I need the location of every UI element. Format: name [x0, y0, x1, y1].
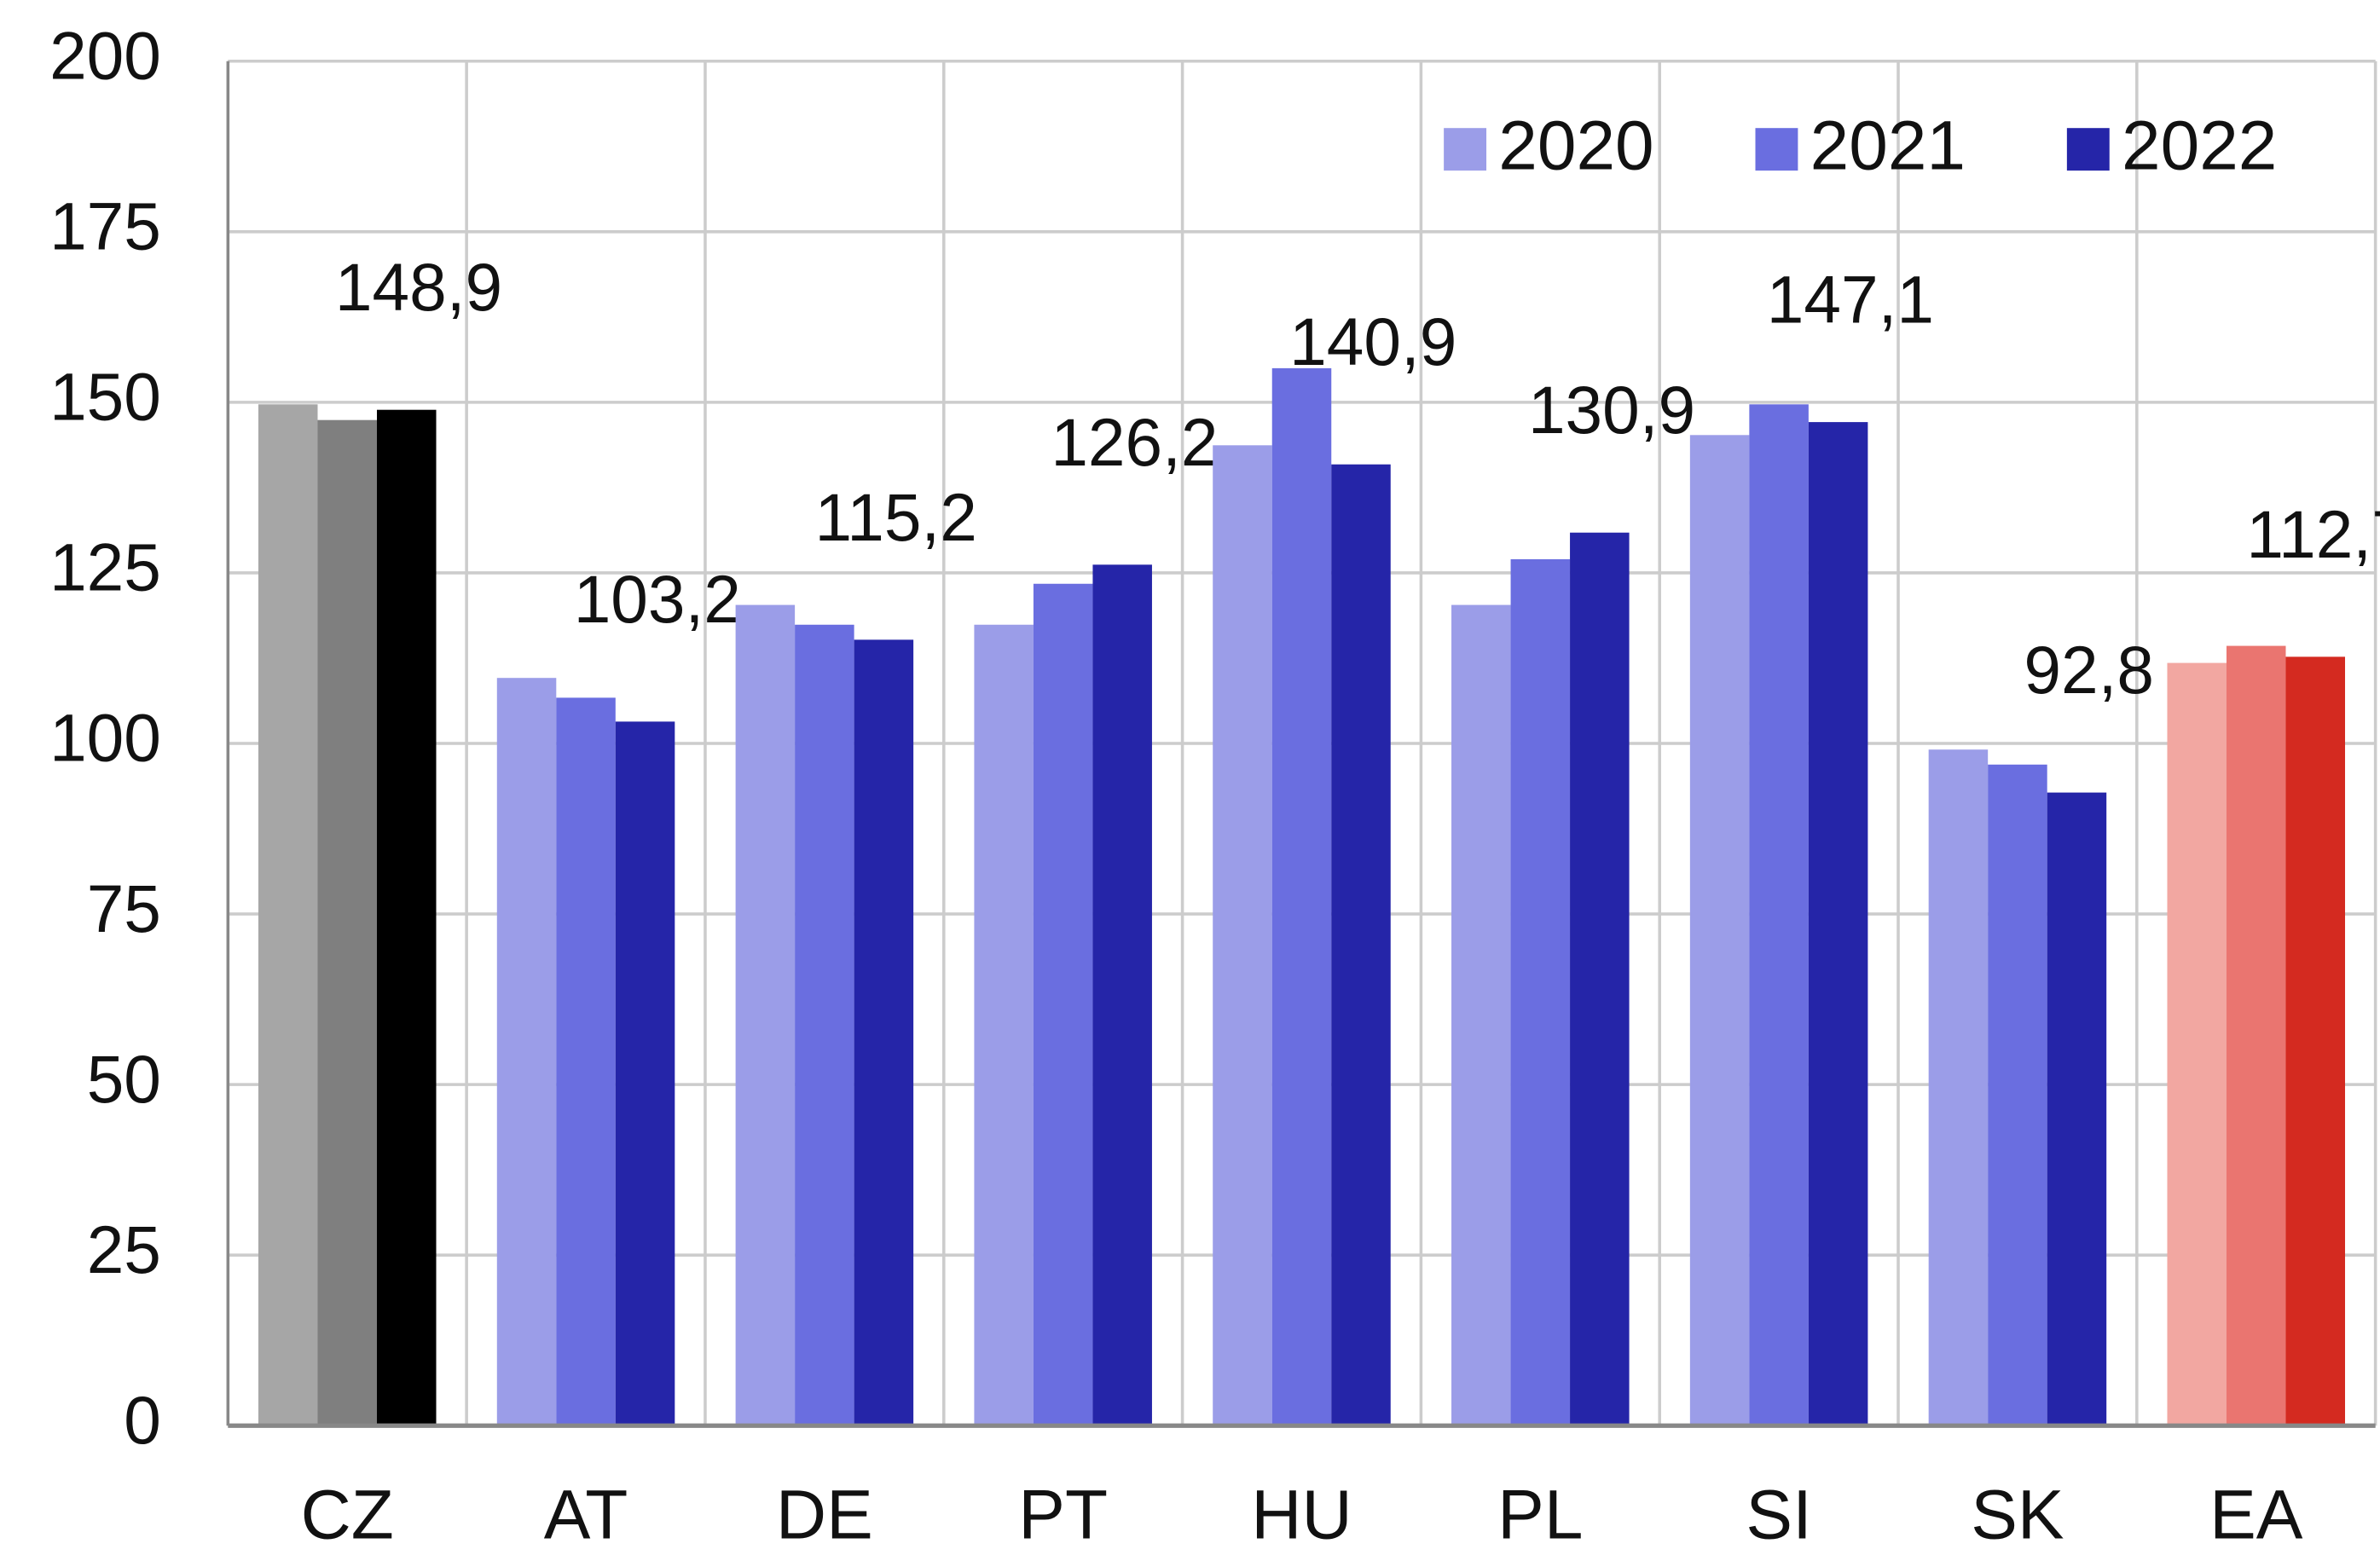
- bar: [854, 639, 914, 1426]
- y-tick-label: 125: [49, 530, 161, 605]
- bar: [2226, 645, 2286, 1426]
- legend-swatch: [2066, 128, 2110, 171]
- x-tick-label: DE: [776, 1476, 873, 1553]
- y-tick-label: 50: [87, 1042, 161, 1117]
- data-label: 130,9: [1528, 373, 1695, 448]
- bar: [1092, 564, 1152, 1426]
- bar: [258, 404, 318, 1426]
- data-label: 115,2: [814, 480, 976, 555]
- y-tick-label: 75: [87, 871, 161, 946]
- bar: [556, 697, 616, 1426]
- bar: [1570, 532, 1630, 1426]
- bar: [795, 624, 854, 1426]
- bar: [1749, 404, 1809, 1426]
- bar: [1331, 464, 1391, 1426]
- bar: [1271, 367, 1332, 1426]
- bar: [376, 409, 437, 1426]
- data-label: 103,2: [574, 562, 741, 637]
- data-label: 148,9: [335, 250, 502, 325]
- x-tick-label: PT: [1018, 1476, 1108, 1553]
- bar: [1033, 583, 1093, 1426]
- bar: [2285, 656, 2346, 1426]
- y-tick-label: 150: [49, 360, 161, 435]
- bar: [1451, 604, 1511, 1426]
- data-label: 140,9: [1289, 304, 1456, 379]
- legend-swatch: [1444, 128, 1487, 171]
- bar: [1988, 764, 2047, 1426]
- y-tick-label: 25: [87, 1212, 161, 1287]
- bar: [974, 624, 1034, 1426]
- x-tick-label: SK: [1971, 1476, 2064, 1553]
- bar: [1808, 422, 1868, 1426]
- data-label: 126,2: [1051, 405, 1218, 480]
- data-label: 92,8: [2024, 633, 2154, 708]
- legend-label: 2022: [2122, 107, 2277, 185]
- y-tick-label: 100: [49, 701, 161, 776]
- y-tick-label: 200: [49, 18, 161, 93]
- bar: [1213, 445, 1272, 1426]
- bar: [1689, 435, 1750, 1426]
- bar: [2167, 662, 2227, 1426]
- x-tick-label: EA: [2209, 1476, 2303, 1553]
- bar: [735, 604, 796, 1426]
- legend-label: 2020: [1498, 107, 1653, 185]
- bar: [317, 419, 377, 1426]
- y-tick-label: 0: [124, 1383, 161, 1458]
- bar: [2047, 792, 2107, 1426]
- x-tick-label: CZ: [301, 1476, 394, 1553]
- data-label: 147,1: [1767, 263, 1934, 338]
- bar: [496, 678, 557, 1426]
- legend-label: 2021: [1810, 107, 1966, 185]
- x-tick-label: HU: [1251, 1476, 1352, 1553]
- y-tick-label: 175: [49, 189, 161, 264]
- legend-swatch: [1755, 128, 1798, 171]
- bar: [1510, 558, 1571, 1426]
- data-label: 112,7: [2246, 497, 2380, 572]
- bar: [615, 721, 675, 1426]
- x-tick-label: PL: [1497, 1476, 1583, 1553]
- x-tick-label: AT: [544, 1476, 628, 1553]
- x-tick-label: SI: [1746, 1476, 1811, 1553]
- bar: [1928, 749, 1989, 1426]
